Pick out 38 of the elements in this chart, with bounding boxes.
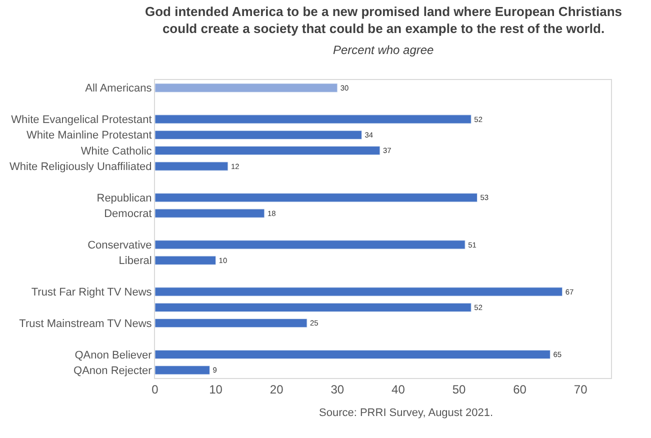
y-tick-label: Trust Mainstream TV News [19, 318, 152, 330]
y-tick-label: Democrat [104, 208, 152, 220]
bar [155, 240, 466, 250]
x-tick-label: 10 [209, 382, 223, 396]
x-tick-label: 40 [392, 382, 406, 396]
x-tick-label: 30 [330, 382, 344, 396]
bar [155, 208, 265, 218]
bar [155, 366, 210, 375]
chart-subtitle: Percent who agree [333, 43, 434, 57]
x-tick-label: 50 [452, 382, 466, 396]
x-tick-label: 0 [152, 382, 159, 396]
y-tick-label: Republican [96, 192, 152, 204]
bar [155, 318, 308, 328]
bar [155, 162, 228, 171]
bar [155, 287, 563, 296]
bar [155, 350, 550, 360]
x-tick-label: 20 [270, 382, 284, 396]
x-tick-label: 60 [513, 382, 527, 396]
bar [155, 130, 362, 140]
bar [155, 83, 338, 92]
y-tick-label: All Americans [85, 82, 152, 95]
bar [155, 114, 472, 124]
y-tick-label: Conservative [88, 240, 152, 252]
y-tick-label: Trust Far Right TV News [31, 286, 152, 299]
x-tick-label: 70 [574, 382, 588, 396]
y-tick-label: QAnon Rejecter [74, 365, 152, 378]
y-tick-label: White Religiously Unaffiliated [10, 161, 152, 174]
y-tick-label: Liberal [118, 255, 152, 268]
source-note: Source: PRRI Survey, August 2021. [319, 407, 494, 419]
y-tick-label: QAnon Believer [74, 349, 152, 362]
bar [155, 193, 478, 202]
bar [155, 146, 380, 156]
y-tick-label: White Catholic [80, 145, 152, 158]
chart-title: God intended America to be a new promised land where European Christians could create a society that could be an example to the rest of the world. [145, 4, 622, 36]
bar [155, 256, 216, 265]
bar [155, 302, 472, 312]
y-tick-label: White Mainline Protestant [26, 130, 152, 142]
y-tick-label: White Evangelical Protestant [11, 114, 152, 126]
